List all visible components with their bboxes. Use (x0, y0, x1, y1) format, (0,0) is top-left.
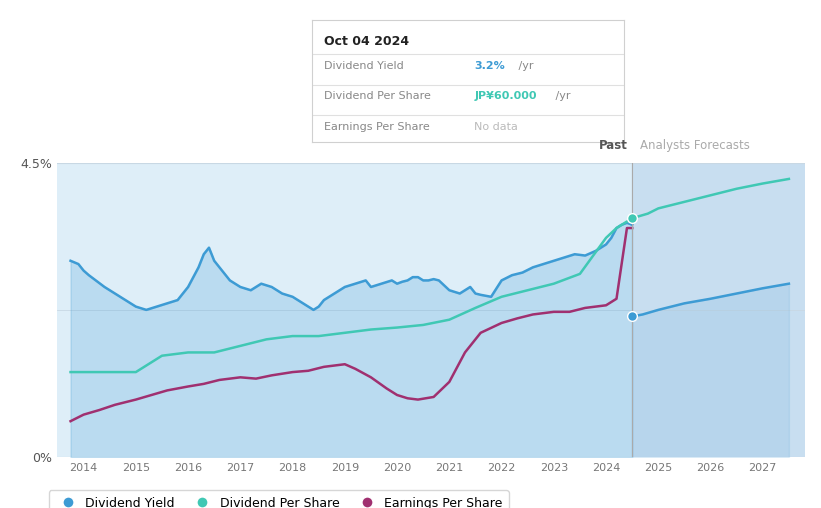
Text: Analysts Forecasts: Analysts Forecasts (640, 139, 750, 152)
Text: JP¥60.000: JP¥60.000 (475, 91, 537, 101)
Text: /yr: /yr (553, 91, 571, 101)
Text: /yr: /yr (515, 60, 534, 71)
Bar (632, 163, 805, 457)
Text: No data: No data (475, 121, 518, 132)
Text: 3.2%: 3.2% (475, 60, 505, 71)
Text: Oct 04 2024: Oct 04 2024 (324, 35, 410, 48)
Text: Earnings Per Share: Earnings Per Share (324, 121, 430, 132)
Text: Dividend Yield: Dividend Yield (324, 60, 404, 71)
Text: Past: Past (599, 139, 628, 152)
Bar (57, 163, 632, 457)
Legend: Dividend Yield, Dividend Per Share, Earnings Per Share: Dividend Yield, Dividend Per Share, Earn… (48, 490, 509, 508)
Text: Dividend Per Share: Dividend Per Share (324, 91, 431, 101)
